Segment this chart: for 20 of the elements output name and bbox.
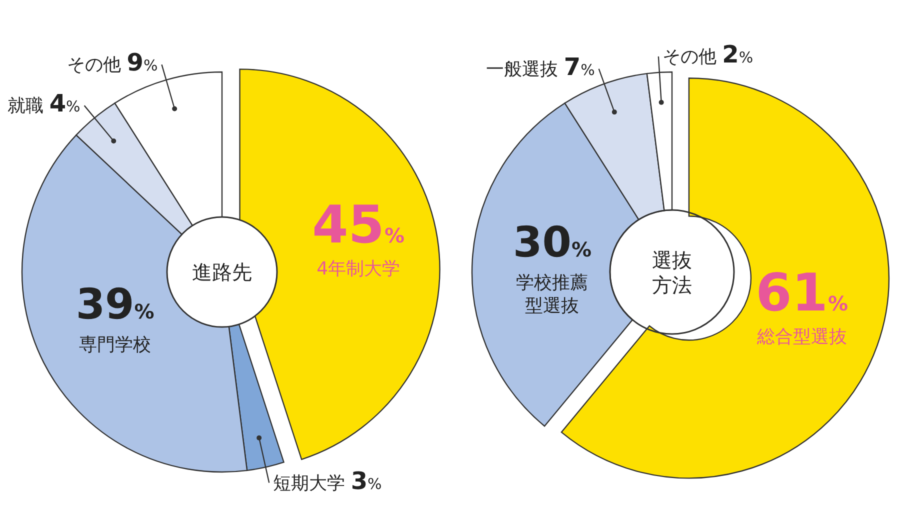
data-label: 4% [49, 90, 80, 118]
slice-label: 学校推薦型選抜 [516, 272, 588, 316]
slice-label: 専門学校 [79, 334, 152, 356]
data-label: 2% [722, 40, 754, 68]
data-label: 45% [312, 195, 405, 256]
data-label: 3% [350, 466, 382, 495]
slice-label: 総合型選抜 [756, 326, 847, 348]
slice-label: その他 [67, 54, 127, 76]
data-label: 7% [564, 52, 595, 81]
data-label: 61% [756, 264, 848, 324]
data-label: 30% [512, 217, 592, 266]
slice-label: その他 [662, 46, 722, 68]
data-label: 9% [126, 48, 158, 77]
slice-label: 4年制大学 [316, 258, 400, 280]
text: 進路先 [192, 260, 252, 284]
text: 選抜方法 [652, 248, 692, 297]
slice-label: 就職 [8, 96, 50, 117]
slice-label: 一般選抜 [486, 58, 564, 80]
data-label: 39% [76, 279, 154, 328]
slice-label: 短期大学 [273, 472, 351, 494]
